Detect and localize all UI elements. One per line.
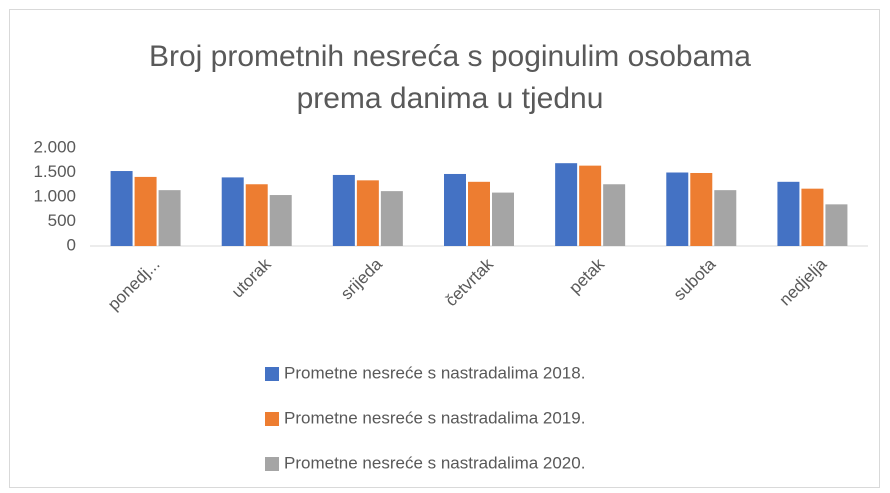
y-tick-label: 1.000 <box>33 186 76 205</box>
y-tick-label: 2.000 <box>33 137 76 156</box>
legend-swatch <box>265 457 279 471</box>
bar <box>579 165 602 246</box>
bar <box>801 188 824 246</box>
y-tick-label: 1.500 <box>33 162 76 181</box>
bar <box>134 176 157 246</box>
legend-swatch <box>265 412 279 426</box>
chart-title: prema danima u tjednu <box>297 82 604 115</box>
legend-label: Prometne nesreće s nastradalima 2019. <box>284 408 585 427</box>
bar <box>492 192 514 246</box>
legend-swatch <box>265 367 279 381</box>
bar <box>444 173 466 246</box>
bar <box>603 184 626 246</box>
bar <box>555 163 578 246</box>
y-tick-label: 500 <box>48 211 76 230</box>
y-tick-label: 0 <box>67 235 76 254</box>
bar <box>666 172 689 246</box>
bar <box>690 172 713 246</box>
bar <box>110 171 133 246</box>
bar <box>221 177 244 246</box>
bar <box>825 204 848 246</box>
bar <box>158 190 181 246</box>
bar <box>356 180 379 246</box>
legend-label: Prometne nesreće s nastradalima 2018. <box>284 363 585 382</box>
legend-label: Prometne nesreće s nastradalima 2020. <box>284 453 585 472</box>
chart-border <box>9 9 880 488</box>
bar <box>468 181 490 246</box>
bar <box>245 184 268 246</box>
bar <box>777 181 800 246</box>
bar <box>714 190 737 246</box>
bar <box>332 174 355 246</box>
bar <box>380 191 403 246</box>
chart-title: Broj prometnih nesreća s poginulim osoba… <box>149 40 751 73</box>
bar <box>269 195 292 246</box>
